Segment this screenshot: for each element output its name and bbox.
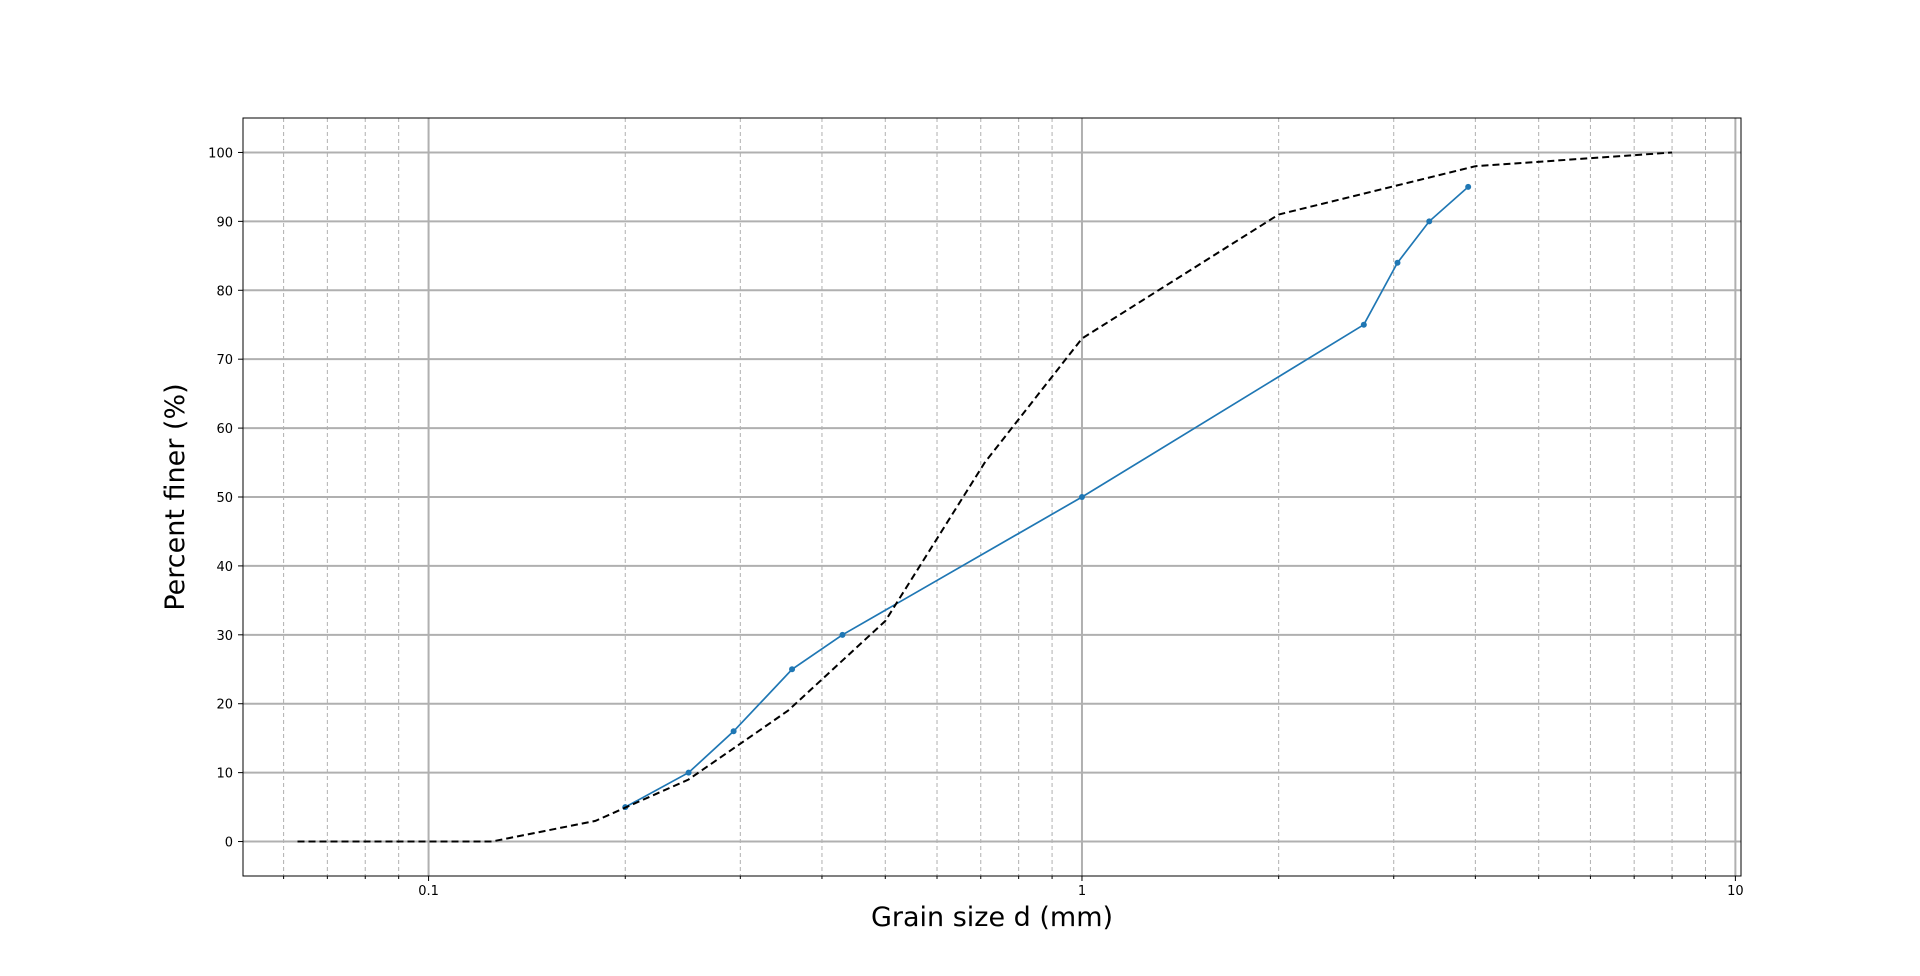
data-point xyxy=(1465,183,1472,190)
y-tick-label: 90 xyxy=(216,215,233,230)
y-tick-label: 70 xyxy=(216,353,233,368)
data-point xyxy=(1360,321,1367,328)
data-point xyxy=(839,631,846,638)
x-tick-label: 10 xyxy=(1727,884,1744,899)
data-point xyxy=(1426,218,1433,225)
series-layer xyxy=(297,151,1673,843)
y-tick-label: 30 xyxy=(216,629,233,644)
data-point xyxy=(789,666,796,673)
series-line-0 xyxy=(624,186,1469,808)
major-grid xyxy=(243,118,1741,876)
y-tick-label: 50 xyxy=(216,491,233,506)
data-point xyxy=(1078,494,1085,500)
y-tick-label: 80 xyxy=(216,284,233,299)
y-tick-label: 40 xyxy=(216,560,233,575)
data-point xyxy=(685,769,692,776)
x-tick-label: 1 xyxy=(1078,884,1086,899)
y-tick-label: 100 xyxy=(208,146,233,161)
y-tick-label: 0 xyxy=(225,836,233,851)
x-axis-label: Grain size d (mm) xyxy=(871,902,1113,933)
y-tick-label: 20 xyxy=(216,698,233,713)
data-point xyxy=(730,728,737,735)
y-axis-label: Percent finer (%) xyxy=(160,383,191,610)
data-point xyxy=(1394,259,1401,266)
x-tick-label: 0.1 xyxy=(418,884,439,899)
series-line-1 xyxy=(297,151,1673,843)
y-tick-label: 10 xyxy=(216,767,233,782)
y-tick-label: 60 xyxy=(216,422,233,437)
